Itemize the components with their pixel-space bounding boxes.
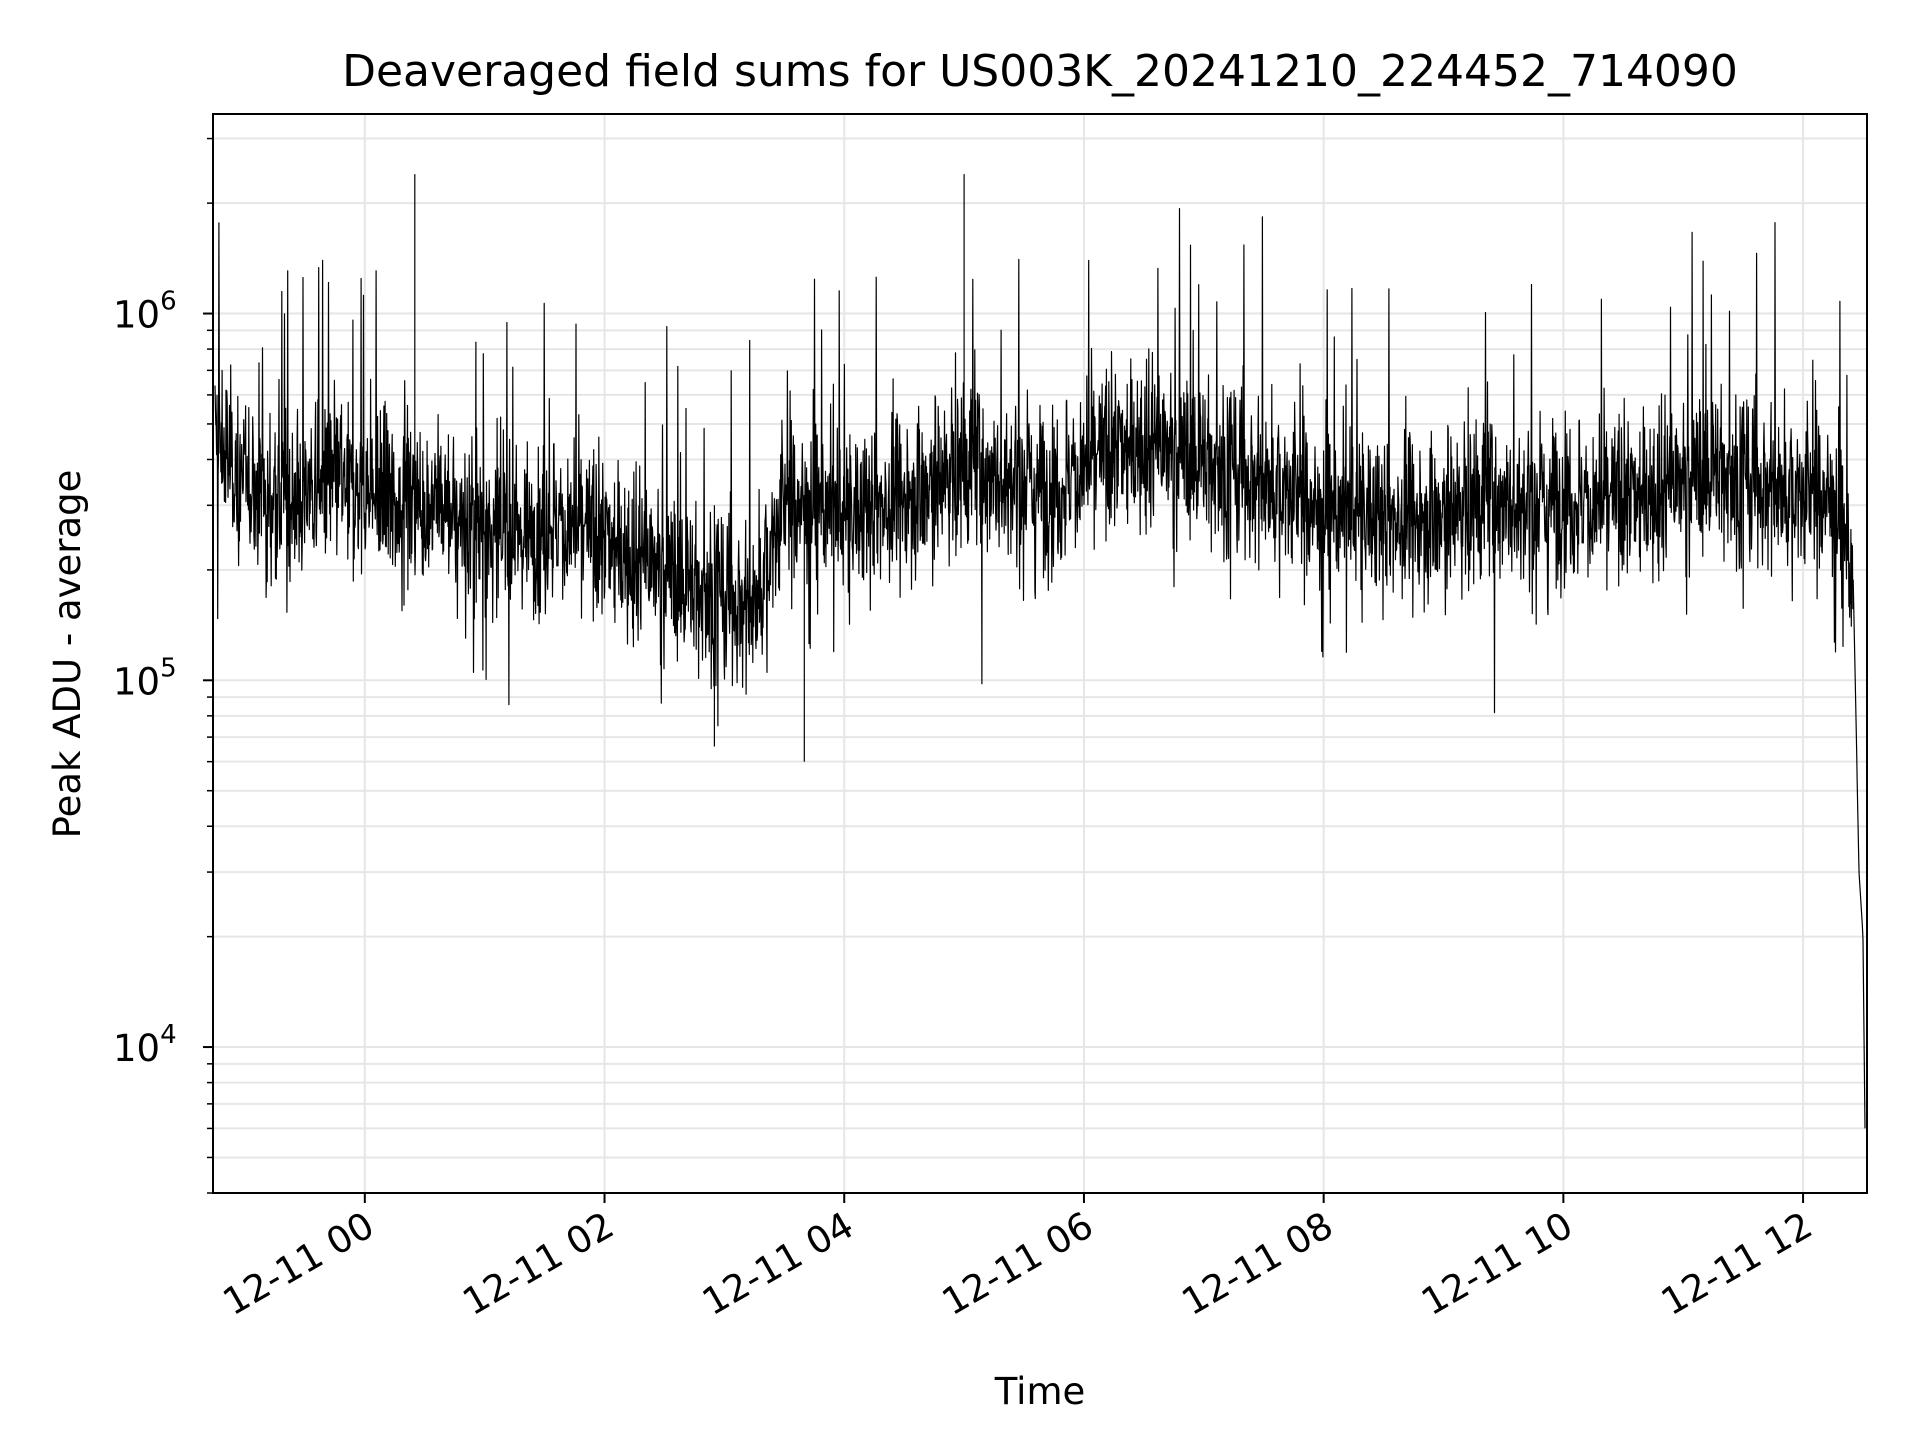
grid-lines	[213, 114, 1867, 1194]
y-axis-label: Peak ADU - average	[46, 470, 89, 839]
y-tick-label: 104	[113, 1020, 177, 1070]
y-tick-label-base: 10	[113, 1027, 160, 1070]
y-tick-label-exponent: 6	[160, 287, 177, 317]
y-tick-label-exponent: 5	[160, 653, 177, 683]
data-series-line	[214, 174, 1866, 1129]
y-tick-label-base: 10	[113, 294, 160, 337]
x-axis-label: Time	[994, 1370, 1086, 1413]
data-layer	[214, 174, 1866, 1129]
y-tick-label-base: 10	[113, 660, 160, 703]
y-tick-label-exponent: 4	[160, 1020, 177, 1050]
chart-title: Deaveraged field sums for US003K_2024121…	[342, 46, 1738, 97]
plot-frame	[212, 113, 1868, 1194]
y-tick-label: 106	[113, 287, 177, 337]
y-tick-label: 105	[113, 653, 177, 703]
